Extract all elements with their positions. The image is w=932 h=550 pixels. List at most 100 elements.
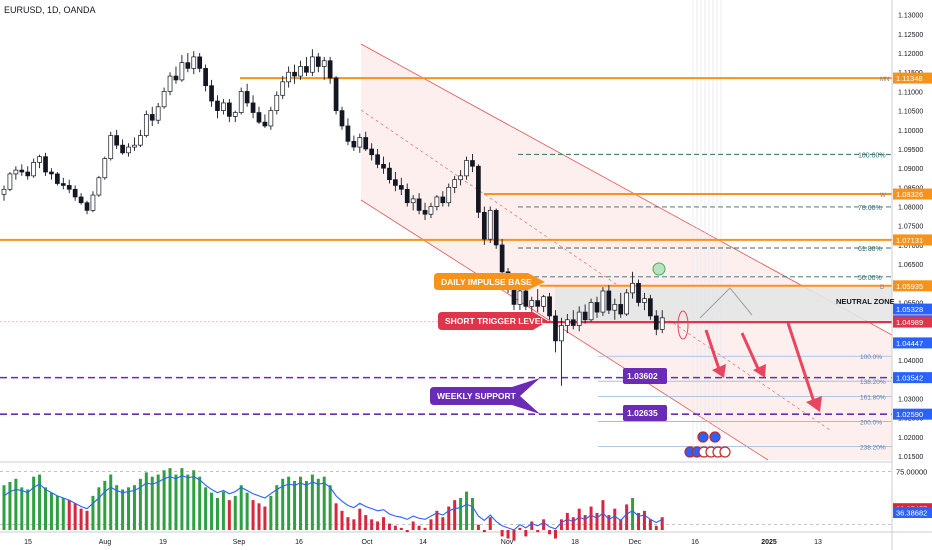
indicator-bar	[44, 487, 48, 530]
price-tag-box	[893, 316, 932, 328]
indicator-axis-tick: 75.00000	[896, 467, 927, 476]
candle-body	[493, 210, 499, 246]
short-trigger-level-label: SHORT TRIGGER LEVEL	[445, 316, 546, 326]
indicator-bar	[162, 470, 166, 530]
price-tag-text: 1.05328	[896, 305, 923, 314]
price-labels: 1.11348 MN 1.08326 W 1.07131 1.05935 D 1.05328 1…	[880, 72, 932, 420]
indicator-bar	[109, 474, 113, 530]
indicator-bar	[512, 530, 516, 541]
candle-body	[594, 302, 600, 313]
indicator-bar	[156, 474, 160, 530]
candle-body	[167, 75, 173, 92]
indicator-bar	[310, 474, 314, 530]
daily-impulse-base-callout[interactable]: DAILY IMPULSE BASE	[434, 273, 545, 290]
price-tag-box	[893, 372, 932, 384]
candle-body	[102, 158, 108, 179]
projection-arrowhead-1	[712, 364, 726, 378]
indicator-bar	[417, 525, 421, 530]
time-axis-tick: 18	[571, 539, 579, 546]
candle-body	[155, 106, 161, 121]
candle-body	[55, 173, 60, 184]
price-axis-tick: 1.13000	[898, 13, 923, 20]
indicator-bar	[553, 530, 557, 539]
indicator-bar	[571, 517, 575, 530]
indicator-bar	[2, 485, 6, 530]
candle-body	[298, 66, 303, 77]
price-axis-tick: 1.08000	[898, 205, 923, 212]
candle-body	[369, 148, 375, 156]
candle-body	[37, 156, 42, 163]
support-box-2[interactable]: 1.02635	[623, 405, 667, 421]
price-tag-box	[893, 408, 932, 420]
indicator-bar	[631, 498, 635, 530]
candle-body	[268, 110, 274, 127]
candle-body	[244, 91, 250, 104]
indicator-bar	[257, 503, 261, 530]
candle-body	[357, 137, 363, 148]
candle-body	[618, 304, 624, 315]
time-axis[interactable]: 15 Aug 19 Sep 16 Oct 14 Nov 18 Dec 16 2025 13	[24, 539, 822, 546]
indicator-bar	[488, 517, 492, 530]
price-axis-tick: 1.01500	[898, 454, 923, 461]
support-box-1[interactable]: 1.03602	[623, 368, 667, 384]
candle-body	[606, 290, 612, 311]
indicator-bar	[459, 498, 463, 530]
event-icon	[697, 431, 709, 443]
candle-body	[280, 81, 286, 96]
candle-body	[499, 244, 505, 273]
candle-body	[600, 290, 606, 313]
price-tag-timeframe: MN	[880, 77, 889, 83]
indicator-line	[3, 474, 663, 531]
indicator-bar	[115, 485, 119, 530]
indicator-bar	[186, 474, 190, 530]
candlestick-series	[1, 49, 665, 386]
price-tag-text: 1.04447	[896, 339, 923, 348]
indicator-bar	[198, 476, 202, 530]
indicator-bar	[625, 504, 629, 530]
candle-body	[624, 292, 630, 315]
indicator-bar	[227, 500, 231, 530]
indicator-bar	[174, 474, 178, 530]
candle-body	[1, 188, 7, 195]
candle-body	[274, 94, 280, 111]
indicator-bar	[642, 510, 646, 530]
indicator-bar	[8, 482, 12, 530]
indicator-bar	[322, 476, 326, 530]
candle-body	[452, 179, 458, 188]
candle-body	[476, 165, 481, 213]
indicator-bar	[168, 468, 172, 530]
projection-arrowhead-2	[753, 364, 766, 378]
candle-body	[120, 144, 125, 154]
candle-body	[84, 202, 90, 211]
indicator-bar	[97, 487, 101, 530]
candle-body	[416, 198, 422, 211]
price-tag-text: 1.03542	[896, 374, 923, 383]
price-tag-text: 1.11348	[896, 74, 923, 83]
indicator-bar	[127, 487, 131, 530]
candle-body	[517, 290, 523, 305]
indicator-bar	[38, 474, 42, 530]
time-axis-tick: 15	[24, 539, 32, 546]
indicator-bar	[150, 476, 154, 530]
fib-level-label: 78.60%	[858, 205, 882, 212]
candle-body	[404, 188, 410, 204]
indicator-bar	[210, 492, 214, 530]
candle-body	[108, 135, 114, 159]
candle-body	[564, 319, 570, 326]
indicator-bar	[352, 519, 356, 530]
candle-body	[256, 112, 262, 123]
time-axis-tick: 16	[691, 539, 699, 546]
weekly-support-callout[interactable]: WEEKLY SUPPORT	[430, 378, 540, 414]
candle-body	[90, 194, 96, 211]
indicator-bar	[393, 525, 397, 530]
short-trigger-level-callout[interactable]: SHORT TRIGGER LEVEL	[438, 312, 548, 330]
indicator-bar	[387, 523, 391, 530]
fib-extension-label: 200.0%	[860, 419, 882, 426]
candle-body	[321, 60, 327, 67]
indicator-bar	[144, 472, 148, 530]
indicator-bar	[530, 521, 534, 530]
indicator-bar	[601, 500, 605, 530]
candle-body	[191, 56, 197, 69]
time-axis-tick: 14	[419, 539, 427, 546]
